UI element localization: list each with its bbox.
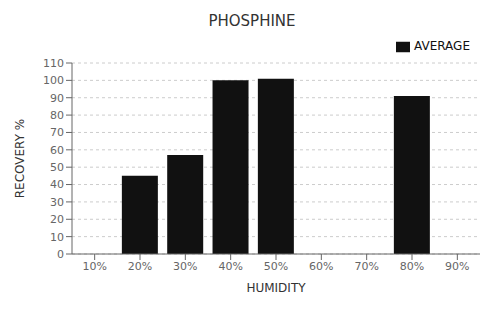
svg-text:50: 50 [50,161,64,174]
svg-text:60%: 60% [309,260,333,273]
svg-text:110: 110 [43,57,64,70]
svg-text:0: 0 [57,248,64,261]
svg-text:80: 80 [50,109,64,122]
svg-text:40: 40 [50,178,64,191]
svg-text:RECOVERY %: RECOVERY % [13,119,27,198]
svg-text:70%: 70% [354,260,378,273]
svg-text:70: 70 [50,126,64,139]
svg-text:100: 100 [43,74,64,87]
svg-text:10: 10 [50,231,64,244]
svg-text:30%: 30% [173,260,197,273]
svg-text:90: 90 [50,92,64,105]
html-text:PHOSPHINE: PHOSPHINE [208,12,296,30]
svg-text:50%: 50% [264,260,288,273]
svg-text:60: 60 [50,144,64,157]
svg-text:10%: 10% [82,260,106,273]
svg-text:30: 30 [50,196,64,209]
svg-text:90%: 90% [445,260,469,273]
html-text:AVERAGE: AVERAGE [414,39,470,53]
svg-text:20%: 20% [128,260,152,273]
svg-text:20: 20 [50,213,64,226]
svg-text:80%: 80% [400,260,424,273]
svg-text:40%: 40% [218,260,242,273]
svg-text:HUMIDITY: HUMIDITY [246,281,306,295]
